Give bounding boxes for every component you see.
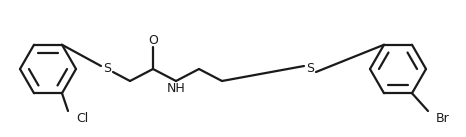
Text: O: O (148, 34, 158, 46)
Text: NH: NH (167, 82, 185, 95)
Text: S: S (306, 62, 314, 75)
Text: Cl: Cl (76, 112, 88, 125)
Text: Br: Br (436, 112, 450, 125)
Text: S: S (103, 62, 111, 75)
